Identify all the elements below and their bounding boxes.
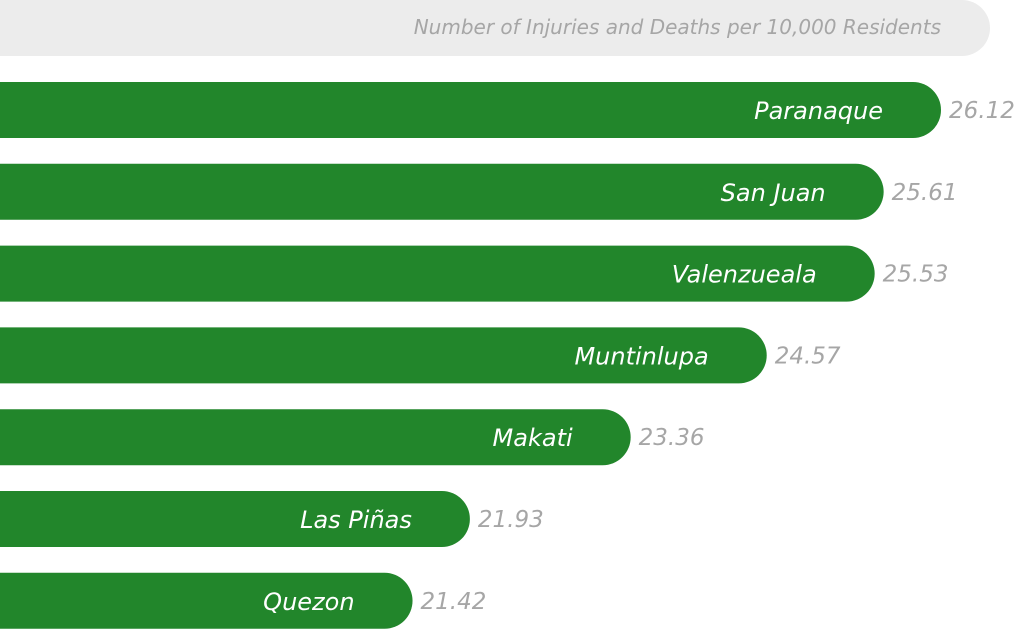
- bar-category-label: Makati: [493, 424, 573, 452]
- bar-paranaque: [0, 82, 941, 138]
- chart-header-title: Number of Injuries and Deaths per 10,000…: [414, 15, 941, 39]
- bar-category-label: San Juan: [721, 179, 826, 207]
- bar-quezon: [0, 572, 413, 629]
- bar-value-label: 21.93: [478, 507, 544, 533]
- bar-category-label: Valenzueala: [672, 261, 817, 289]
- bar-category-label: Las Piñas: [300, 506, 412, 534]
- bar-value-label: 26.12: [949, 98, 1015, 124]
- bars-group: Paranaque 26.12 San Juan 25.61 Valenzueala 25…: [0, 82, 1015, 629]
- bar-value-label: 25.53: [883, 262, 949, 288]
- bar-san-juan: [0, 163, 884, 220]
- bar-makati: [0, 409, 631, 466]
- header-background: [0, 0, 990, 56]
- bar-las-pinas: [0, 491, 470, 547]
- header-banner: Number of Injuries and Deaths per 10,000…: [0, 0, 990, 56]
- bar-category-label: Quezon: [263, 588, 354, 616]
- bar-muntinlupa: [0, 327, 767, 384]
- bar-value-label: 25.61: [892, 180, 958, 206]
- bar-value-label: 21.42: [421, 589, 487, 615]
- bar-value-label: 24.57: [775, 343, 841, 369]
- bar-value-label: 23.36: [639, 425, 705, 451]
- bar-valenzueala: [0, 245, 875, 302]
- bar-category-label: Muntinlupa: [574, 342, 708, 370]
- bar-category-label: Paranaque: [754, 97, 883, 125]
